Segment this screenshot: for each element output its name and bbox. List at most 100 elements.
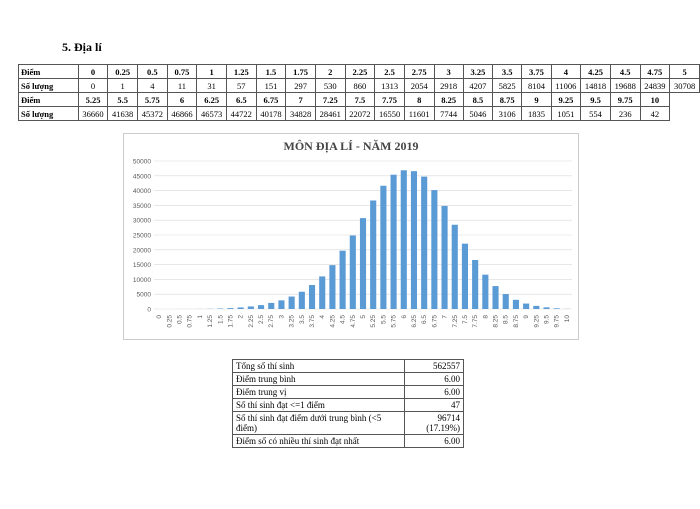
table-cell: 30708: [669, 78, 700, 93]
table-cell: 36660: [77, 106, 109, 121]
bar: [339, 250, 346, 309]
bar: [319, 276, 326, 309]
bar: [278, 300, 285, 309]
bar: [431, 190, 438, 309]
x-tick-label: 2.75: [268, 315, 275, 328]
bar: [482, 274, 489, 309]
x-tick-label: 3.75: [309, 315, 316, 328]
chart-title: MÔN ĐỊA LÍ - NĂM 2019: [284, 139, 419, 153]
x-tick-label: 2: [238, 315, 245, 319]
y-tick-label: 10000: [133, 277, 151, 284]
y-tick-label: 50000: [133, 159, 151, 166]
table-cell: 46866: [166, 106, 198, 121]
table-cell: 6.5: [225, 92, 257, 107]
x-tick-label: 1.75: [227, 315, 234, 328]
x-tick-label: 7.25: [452, 315, 459, 328]
table-cell: 9.5: [580, 92, 611, 107]
x-tick-label: 0.75: [187, 315, 194, 328]
bar: [472, 260, 479, 309]
table-cell: 2.25: [344, 64, 376, 79]
table-cell: 5.5: [107, 92, 138, 107]
bar: [257, 305, 265, 309]
row-header: Số lượng: [18, 106, 79, 121]
stats-row: Số thí sinh đạt điểm dưới trung bình (<5…: [232, 411, 464, 435]
table-cell: 8.75: [492, 92, 523, 107]
table-cell: 4.5: [609, 64, 641, 79]
table-cell: 530: [314, 78, 346, 93]
table-cell: 0.5: [136, 64, 168, 79]
table-cell: 5.25: [77, 92, 109, 107]
bar: [492, 286, 499, 309]
table-cell: 3.25: [462, 64, 494, 79]
y-tick-label: 20000: [133, 247, 151, 254]
x-tick-label: 5.25: [370, 315, 377, 328]
table-cell: 4: [136, 78, 168, 93]
stat-label: Số thí sinh đạt <=1 điểm: [232, 398, 405, 412]
table-cell: 6: [166, 92, 198, 107]
x-tick-label: 7.75: [472, 315, 479, 328]
table-cell: 1.25: [225, 64, 257, 79]
table-cell: 14818: [580, 78, 611, 93]
bar: [533, 305, 540, 309]
table-cell: 46573: [196, 106, 227, 121]
stat-value: 6.00: [404, 385, 464, 399]
x-tick-label: 3.5: [299, 315, 306, 324]
section-heading: 5. Địa lí: [62, 40, 102, 54]
table-cell: 236: [609, 106, 641, 121]
x-tick-label: 1.25: [207, 315, 214, 328]
x-tick-label: 6.25: [411, 315, 418, 328]
y-tick-label: 30000: [133, 218, 151, 225]
x-tick-label: 0.5: [176, 315, 183, 324]
chart: MÔN ĐỊA LÍ - NĂM 2019 0 5000 10000 15000 2000…: [123, 133, 579, 340]
table-cell: 9.25: [550, 92, 582, 107]
table-cell: 554: [580, 106, 611, 121]
stats-table: Tổng số thí sinh 562557 Điểm trung bình 6.…: [232, 359, 464, 448]
table-cell: 2918: [433, 78, 464, 93]
stat-label: Điểm trung bình: [232, 372, 405, 386]
x-tick-label: 9.75: [554, 315, 561, 328]
stat-value: 562557: [404, 359, 464, 373]
table-cell: 40178: [255, 106, 287, 121]
stats-row: Điểm trung bình 6.00: [232, 372, 464, 386]
bar: [359, 218, 367, 309]
count-row: Số lượng 36660 41638 45372 46866 46573 44722 40…: [18, 106, 700, 121]
x-tick-label: 6.75: [431, 315, 438, 328]
x-tick-label: 8.75: [513, 315, 520, 328]
x-tick-label: 3.25: [289, 315, 296, 328]
table-cell: 5.75: [136, 92, 168, 107]
table-cell: 7: [285, 92, 316, 107]
table-cell: 1835: [521, 106, 552, 121]
table-cell: 6.25: [196, 92, 227, 107]
table-cell: 11601: [403, 106, 435, 121]
stat-label: Điểm trung vị: [232, 385, 405, 399]
bar: [502, 294, 509, 309]
bar: [247, 306, 254, 309]
x-tick-label: 8.5: [503, 315, 510, 324]
table-cell: 16550: [374, 106, 405, 121]
row-header: Điểm: [18, 64, 79, 79]
bar: [380, 185, 387, 309]
x-tick-label: 9: [523, 315, 530, 319]
table-cell: 0: [77, 78, 109, 93]
bar: [553, 308, 560, 309]
table-cell: 41638: [107, 106, 138, 121]
stat-label: Tổng số thí sinh: [232, 359, 405, 373]
bar: [512, 299, 519, 309]
table-cell: 1313: [374, 78, 405, 93]
table-cell: 1051: [550, 106, 582, 121]
bar: [288, 296, 295, 309]
table-cell: 11: [166, 78, 198, 93]
x-tick-label: 4.25: [329, 315, 336, 328]
y-tick-label: 40000: [133, 188, 151, 195]
table-cell: 11006: [550, 78, 582, 93]
x-tick-label: 2.25: [248, 315, 255, 328]
stats-row: Tổng số thí sinh 562557: [232, 359, 464, 373]
table-cell: 3: [433, 64, 464, 79]
table-cell: 860: [344, 78, 376, 93]
bar: [441, 205, 448, 309]
y-tick-label: 35000: [133, 203, 151, 210]
bar: [268, 302, 275, 309]
score-distribution-table: Điểm 0 0.25 0.5 0.75 1 1.25 1.5 1.75 2 2.25 2.5 2.75…: [18, 64, 700, 121]
table-cell: 22072: [344, 106, 376, 121]
bar: [349, 235, 356, 309]
